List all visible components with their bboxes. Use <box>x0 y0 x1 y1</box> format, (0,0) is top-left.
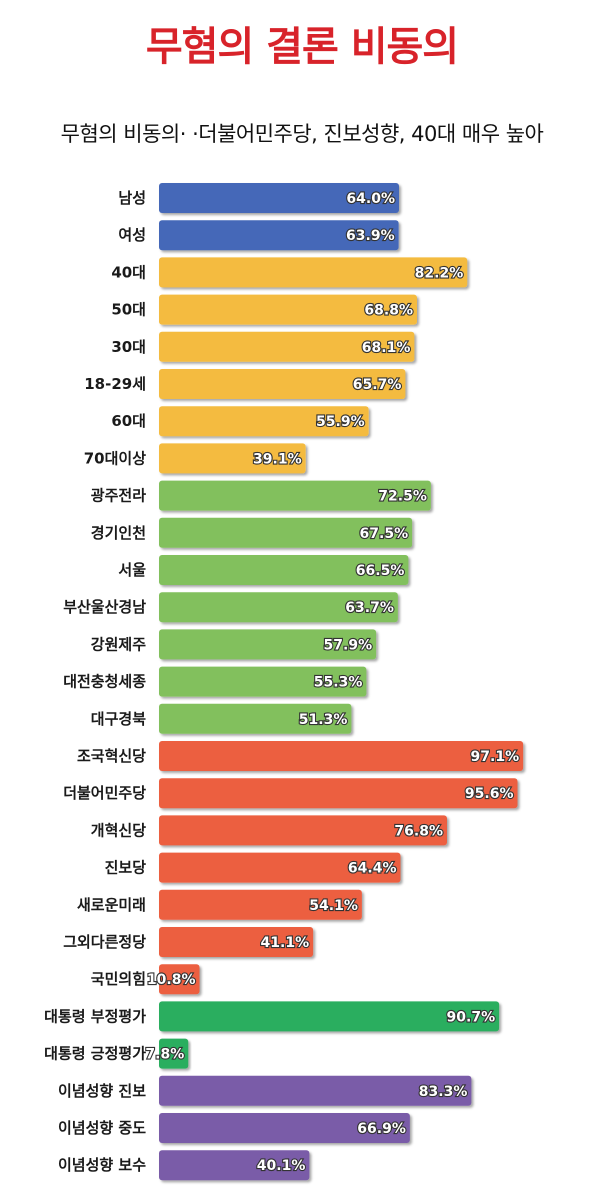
data-label: 55.9% <box>316 414 365 430</box>
category-label: 부산울산경남 <box>63 598 146 616</box>
data-label: 54.1% <box>309 898 358 914</box>
category-label: 18-29세 <box>84 375 146 393</box>
data-label: 65.7% <box>353 377 402 393</box>
category-label: 이념성향 보수 <box>58 1156 146 1174</box>
bar <box>159 703 352 734</box>
bar <box>159 294 417 325</box>
bar <box>159 1150 310 1181</box>
category-label: 40대 <box>111 263 146 281</box>
bar <box>159 1038 189 1069</box>
category-label: 조국혁신당 <box>77 747 146 765</box>
bar <box>159 815 447 846</box>
category-label: 30대 <box>111 338 146 356</box>
bar <box>159 183 399 213</box>
category-label: 70대이상 <box>84 449 146 467</box>
category-label: 광주전라 <box>91 487 146 505</box>
bar <box>159 406 369 437</box>
data-label: 76.8% <box>394 823 443 839</box>
category-label: 서울 <box>118 561 146 579</box>
bar <box>159 443 306 474</box>
category-label: 대통령 부정평가 <box>44 1007 146 1025</box>
category-label: 50대 <box>111 301 146 319</box>
bar <box>159 220 399 251</box>
data-label: 67.5% <box>360 526 409 542</box>
chart-subtitle: 무혐의 비동의· ·더불어민주당, 진보성향, 40대 매우 높아 <box>60 122 544 146</box>
category-label: 대전충청세종 <box>63 673 146 691</box>
category-label: 새로운미래 <box>77 896 146 914</box>
category-label: 60대 <box>111 412 146 430</box>
category-label: 국민의힘 <box>91 970 146 988</box>
bar <box>159 1075 472 1106</box>
data-label: 95.6% <box>465 786 514 802</box>
data-label: 7.8% <box>145 1047 184 1063</box>
data-label: 66.5% <box>356 563 405 579</box>
data-label: 68.1% <box>362 340 411 356</box>
data-label: 90.7% <box>447 1009 496 1025</box>
bar <box>159 629 377 660</box>
category-label: 더불어민주당 <box>63 784 146 802</box>
data-label: 68.8% <box>364 303 413 319</box>
bar <box>159 257 468 288</box>
category-label: 진보당 <box>105 859 147 877</box>
bar <box>159 555 409 585</box>
data-label: 63.9% <box>346 228 395 244</box>
category-label: 경기인천 <box>91 524 146 542</box>
bar <box>159 889 362 920</box>
bar <box>159 964 200 995</box>
data-label: 72.5% <box>378 489 427 505</box>
category-label: 대통령 긍정평가 <box>44 1045 146 1063</box>
category-label: 이념성향 중도 <box>58 1119 146 1137</box>
data-label: 39.1% <box>253 451 302 467</box>
data-label: 57.9% <box>324 637 373 653</box>
bar <box>159 517 413 548</box>
data-label: 40.1% <box>257 1158 306 1174</box>
bar <box>159 480 431 511</box>
category-label: 그외다른정당 <box>63 933 146 951</box>
bar <box>159 369 406 399</box>
data-label: 63.7% <box>345 600 394 616</box>
data-label: 51.3% <box>299 712 348 728</box>
category-label: 강원제주 <box>91 635 146 653</box>
data-label: 10.8% <box>147 972 196 988</box>
category-label: 개혁신당 <box>91 821 146 839</box>
bar <box>159 1001 500 1032</box>
bar <box>159 927 314 957</box>
bar <box>159 666 367 697</box>
bar <box>159 778 518 809</box>
bar <box>159 331 415 362</box>
chart-title: 무혐의 결론 비동의 <box>145 24 459 70</box>
data-label: 83.3% <box>419 1084 468 1100</box>
data-label: 66.9% <box>357 1121 406 1137</box>
data-label: 41.1% <box>261 935 310 951</box>
category-label: 이념성향 진보 <box>58 1082 146 1100</box>
data-label: 64.4% <box>348 861 397 877</box>
data-label: 82.2% <box>415 265 464 281</box>
bar <box>159 1113 410 1143</box>
data-label: 64.0% <box>346 191 395 207</box>
bar <box>159 741 524 771</box>
bar <box>159 852 401 883</box>
bar <box>159 592 398 623</box>
category-label: 남성 <box>118 189 146 207</box>
category-label: 여성 <box>118 226 146 244</box>
data-label: 97.1% <box>471 749 520 765</box>
data-label: 55.3% <box>314 675 363 691</box>
category-label: 대구경북 <box>91 710 146 728</box>
